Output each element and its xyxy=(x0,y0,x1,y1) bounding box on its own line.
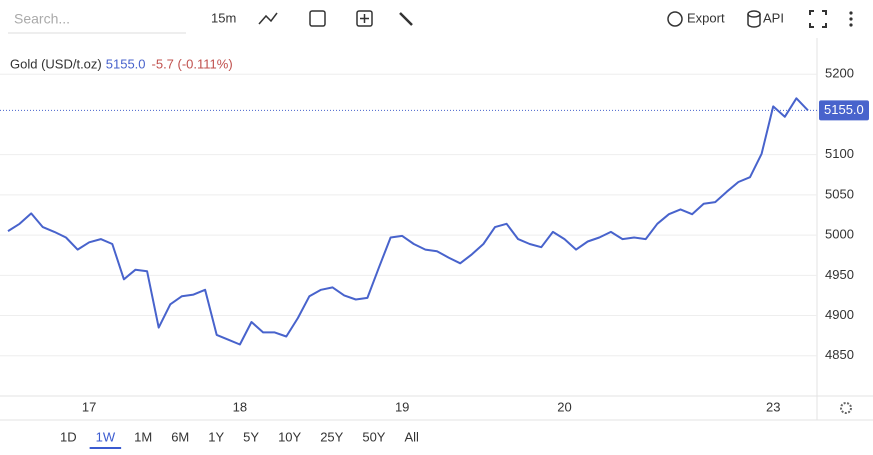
y-tick-label: 4850 xyxy=(825,347,854,362)
y-tick-label: 5000 xyxy=(825,227,854,242)
search-input[interactable]: Search... xyxy=(14,11,70,27)
range-button[interactable]: All xyxy=(404,429,419,444)
range-button[interactable]: 5Y xyxy=(243,429,259,444)
x-tick-label: 17 xyxy=(82,399,96,414)
range-button[interactable]: 6M xyxy=(171,429,189,444)
compare-icon[interactable] xyxy=(356,10,373,27)
current-price-label: 5155.0 xyxy=(824,102,864,117)
range-button[interactable]: 1Y xyxy=(208,429,224,444)
menu-icon[interactable] xyxy=(849,11,853,27)
range-button[interactable]: 1D xyxy=(60,429,77,444)
chart-type-icon[interactable] xyxy=(258,12,278,25)
y-tick-label: 5100 xyxy=(825,146,854,161)
range-button[interactable]: 1W xyxy=(96,429,116,444)
compare-plus xyxy=(360,14,369,23)
interval-button[interactable]: 15m xyxy=(211,10,236,25)
api-button[interactable]: API xyxy=(763,10,784,25)
tools-icon[interactable] xyxy=(399,12,413,26)
current-price-box xyxy=(819,100,869,121)
x-tick-label: 19 xyxy=(395,399,409,414)
calendar-icon[interactable] xyxy=(309,10,326,27)
price-line-series xyxy=(7,97,809,346)
legend-last: 5155.0 xyxy=(106,56,146,71)
settings-icon[interactable] xyxy=(840,402,852,414)
y-tick-label: 5050 xyxy=(825,186,854,201)
y-tick-label: 4900 xyxy=(825,307,854,322)
x-tick-label: 18 xyxy=(233,399,247,414)
range-button[interactable]: 50Y xyxy=(362,429,385,444)
y-tick-label: 5200 xyxy=(825,66,854,81)
export-button[interactable]: Export xyxy=(687,10,725,25)
fullscreen-icon[interactable] xyxy=(809,10,827,28)
x-tick-label: 23 xyxy=(766,399,780,414)
api-icon-body xyxy=(747,14,761,28)
range-button[interactable]: 25Y xyxy=(320,429,343,444)
legend-change: -5.7 (-0.111%) xyxy=(152,56,233,71)
legend-name: Gold (USD/t.oz) xyxy=(10,56,102,71)
y-tick-label: 4950 xyxy=(825,267,854,282)
range-button[interactable]: 10Y xyxy=(278,429,301,444)
export-icon[interactable] xyxy=(667,11,683,27)
x-tick-label: 20 xyxy=(557,399,571,414)
range-button[interactable]: 1M xyxy=(134,429,152,444)
